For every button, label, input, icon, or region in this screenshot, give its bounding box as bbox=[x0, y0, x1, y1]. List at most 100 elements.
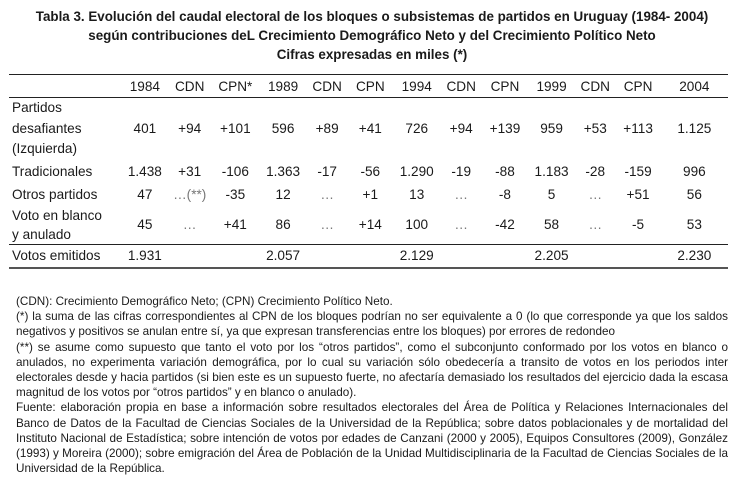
table-row-partidos-desafiantes: Partidos desafiantes (Izquierda) 401 +94 +… bbox=[9, 98, 728, 160]
table-cell: -5 bbox=[632, 217, 645, 232]
row-label: Votos emitidos bbox=[9, 243, 122, 269]
table-cell: -106 bbox=[221, 164, 249, 179]
total-cell bbox=[347, 243, 393, 269]
header-cell: CPN* bbox=[211, 74, 260, 98]
table-cell: -19 bbox=[451, 164, 472, 179]
total-cell bbox=[168, 243, 212, 269]
header-cell: CPN bbox=[481, 74, 529, 98]
header-cell: 1989 bbox=[259, 74, 307, 98]
table-cell: … bbox=[454, 217, 468, 232]
table-title: Tabla 3. Evolución del caudal electoral … bbox=[35, 9, 709, 24]
row-label: Otros partidos bbox=[12, 187, 98, 202]
row-label-line: desafiantes bbox=[12, 120, 82, 136]
table-cell: -8 bbox=[498, 187, 511, 202]
footnote-abbreviations: (CDN): Crecimiento Demográfico Neto; (CP… bbox=[16, 295, 393, 308]
header-cell: 1984 bbox=[121, 74, 169, 98]
total-cell: 1.931 bbox=[121, 243, 169, 269]
total-cell: 2.205 bbox=[528, 243, 576, 269]
table-cell: 5 bbox=[547, 187, 556, 202]
row-label: Partidos desafiantes (Izquierda) bbox=[9, 98, 121, 160]
table-cell: +53 bbox=[583, 121, 607, 137]
total-cell: 2.129 bbox=[392, 243, 441, 269]
total-cell: 2.230 bbox=[660, 243, 728, 269]
footnote-single-asterisk: (*) la suma de las cifras correspondient… bbox=[16, 310, 728, 339]
table-cell: -28 bbox=[585, 164, 606, 179]
table-row-votos-emitidos: Votos emitidos 1.931 2.057 2.129 2.205 2… bbox=[9, 243, 728, 269]
table-cell: 959 bbox=[540, 121, 563, 137]
header-cell: 2004 bbox=[660, 74, 728, 98]
table-cell: 1.438 bbox=[127, 164, 162, 179]
header-cell: CDN bbox=[440, 74, 482, 98]
table-cell: -35 bbox=[225, 187, 246, 202]
table-cell: 1.183 bbox=[534, 164, 569, 179]
footnote-double-asterisk: (**) se asume como supuesto que tanto el… bbox=[16, 340, 728, 400]
table-cell: -17 bbox=[317, 164, 337, 179]
table-cell: +41 bbox=[358, 121, 382, 137]
table-cell: +139 bbox=[489, 121, 521, 137]
table-cell: +14 bbox=[358, 217, 382, 232]
table-cell: 58 bbox=[544, 217, 560, 232]
table-cell: 1.363 bbox=[266, 164, 301, 179]
header-cell bbox=[9, 74, 122, 98]
table-units-note: Cifras expresadas en miles (*) bbox=[276, 47, 468, 62]
table-cell: +1 bbox=[362, 187, 379, 202]
table-cell: 12 bbox=[275, 187, 291, 202]
table-cell: … bbox=[320, 187, 334, 202]
total-cell bbox=[440, 243, 482, 269]
table-cell: 13 bbox=[409, 187, 425, 202]
row-label-line: Voto en blanco bbox=[12, 207, 102, 223]
total-cell bbox=[481, 243, 529, 269]
table-cell: 996 bbox=[683, 164, 706, 179]
total-cell bbox=[575, 243, 616, 269]
footnotes: (CDN): Crecimiento Demográfico Neto; (CP… bbox=[16, 294, 728, 476]
table-cell: 726 bbox=[405, 121, 429, 137]
table-subtitle: según contribuciones deL Crecimiento Dem… bbox=[88, 28, 656, 43]
table-cell: 1.125 bbox=[677, 121, 712, 137]
table-cell: … bbox=[320, 217, 334, 232]
header-cell: CDN bbox=[168, 74, 212, 98]
header-cell: CPN bbox=[347, 74, 393, 98]
electoral-flow-table: 1984 CDN CPN* 1989 CDN CPN 1994 CDN CPN … bbox=[9, 74, 728, 269]
table-cell: …(**) bbox=[173, 187, 207, 202]
header-cell: 1994 bbox=[392, 74, 441, 98]
table-cell: 53 bbox=[686, 217, 702, 232]
table-cell: 47 bbox=[137, 187, 153, 202]
row-label: Voto en blanco y anulado bbox=[9, 206, 121, 245]
table-cell: +113 bbox=[623, 121, 653, 137]
header-row: 1984 CDN CPN* 1989 CDN CPN 1994 CDN CPN … bbox=[9, 74, 728, 98]
row-label-line: Partidos bbox=[12, 100, 62, 115]
table-cell: 401 bbox=[133, 121, 157, 137]
total-cell bbox=[306, 243, 348, 269]
table-cell: … bbox=[454, 187, 468, 202]
total-cell: 2.057 bbox=[259, 243, 307, 269]
table-cell: 86 bbox=[275, 217, 291, 232]
table-cell: 100 bbox=[405, 217, 429, 232]
table-cell: 596 bbox=[271, 121, 295, 137]
table-cell: +89 bbox=[315, 121, 339, 137]
table-cell: +94 bbox=[449, 121, 473, 137]
footnote-source: Fuente: elaboración propia en base a inf… bbox=[16, 401, 728, 476]
table-cell: 45 bbox=[137, 217, 153, 232]
table-cell: +41 bbox=[223, 217, 247, 232]
row-label-line: (Izquierda) bbox=[12, 141, 77, 156]
table-cell: -88 bbox=[495, 164, 515, 179]
table-cell: 56 bbox=[686, 187, 702, 202]
table-cell: +94 bbox=[178, 121, 202, 137]
table-cell: -56 bbox=[360, 164, 381, 179]
table-cell: +101 bbox=[220, 121, 251, 137]
header-cell: CDN bbox=[575, 74, 616, 98]
total-cell bbox=[211, 243, 260, 269]
table-row-tradicionales: Tradicionales 1.438 +31 -106 1.363 -17 -… bbox=[9, 160, 728, 184]
total-cell bbox=[615, 243, 661, 269]
table-row-voto-blanco-anulado: Voto en blanco y anulado 45 … +41 86 … +1… bbox=[9, 206, 728, 245]
table-cell: +31 bbox=[178, 164, 202, 179]
table-cell: +51 bbox=[626, 187, 650, 202]
table-cell: … bbox=[588, 217, 603, 232]
row-label: Tradicionales bbox=[12, 164, 93, 179]
header-cell: 1999 bbox=[528, 74, 576, 98]
header-cell: CPN bbox=[615, 74, 661, 98]
header-cell: CDN bbox=[306, 74, 348, 98]
table-cell: … bbox=[588, 187, 603, 202]
table-row-otros-partidos: Otros partidos 47 …(**) -35 12 … +1 13 …… bbox=[9, 184, 728, 206]
table-cell: 1.290 bbox=[399, 164, 434, 179]
